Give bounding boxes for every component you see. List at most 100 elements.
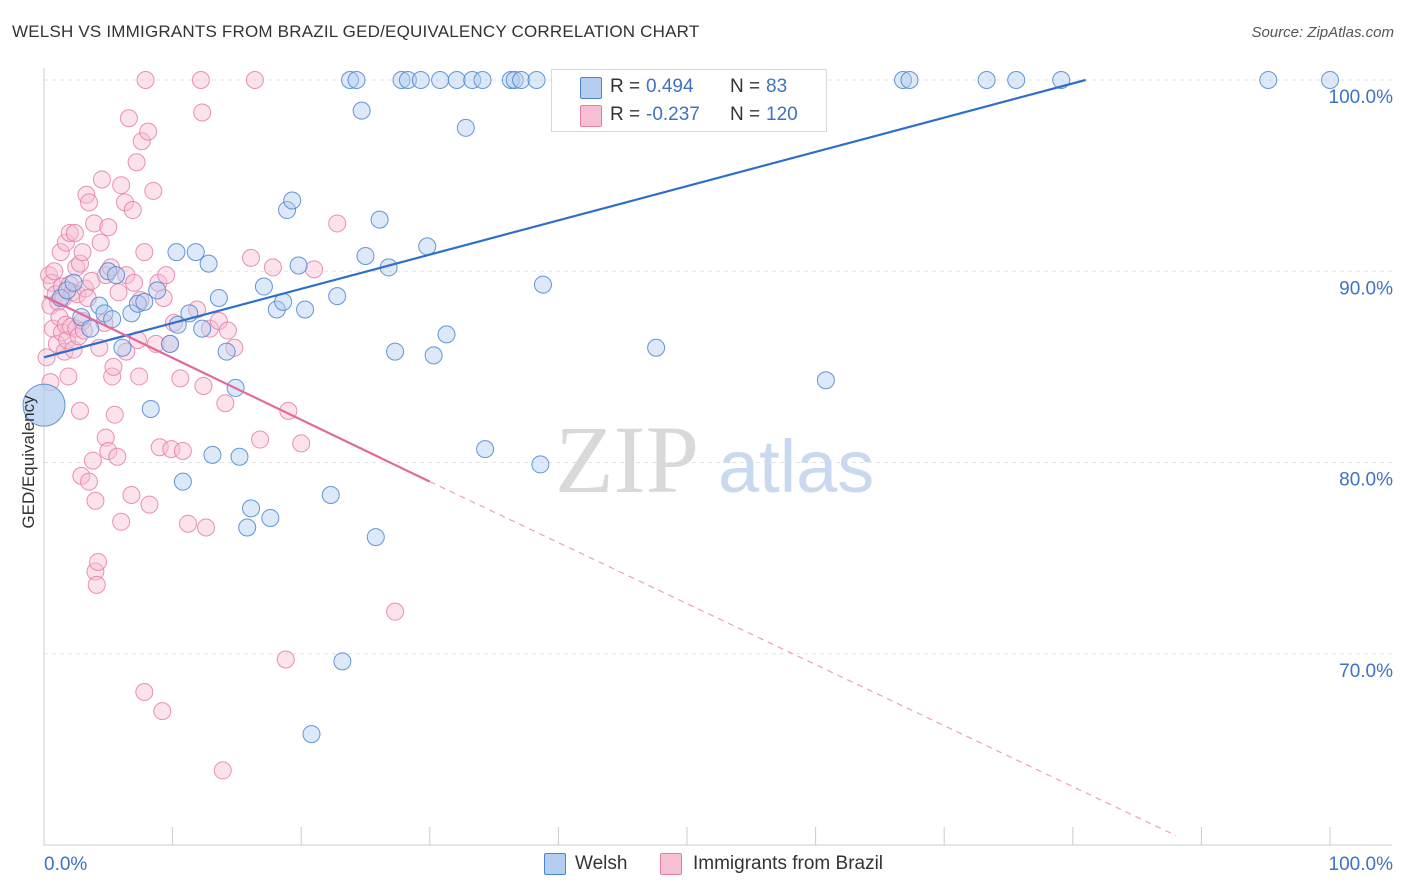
welsh-point xyxy=(501,71,520,89)
brazil-point xyxy=(51,243,70,262)
brazil-point xyxy=(209,311,228,330)
gridlines xyxy=(44,79,1392,655)
welsh-point xyxy=(411,71,430,89)
welsh-point xyxy=(161,334,180,353)
welsh-point xyxy=(203,445,222,464)
brazil-point xyxy=(386,602,405,621)
legend-row-brazil: R = -0.237 N = 120 xyxy=(552,101,826,129)
brazil-point xyxy=(47,334,66,353)
brazil-point xyxy=(276,650,295,669)
brazil-r-value: -0.237 xyxy=(646,104,700,125)
welsh-point xyxy=(527,71,546,89)
welsh-point xyxy=(254,277,273,296)
x-tick-label-min: 0.0% xyxy=(44,854,87,875)
welsh-point xyxy=(113,338,132,357)
brazil-point xyxy=(59,367,78,386)
welsh-point xyxy=(463,71,482,89)
chart-title: WELSH VS IMMIGRANTS FROM BRAZIL GED/EQUI… xyxy=(12,22,700,41)
watermark-zip: ZIP xyxy=(555,406,699,513)
welsh-legend-swatch xyxy=(544,853,566,875)
welsh-point xyxy=(424,346,443,365)
brazil-point xyxy=(60,224,79,242)
brazil-point xyxy=(328,214,347,233)
welsh-point xyxy=(366,528,385,547)
brazil-point xyxy=(96,428,115,447)
welsh-n-label: N = xyxy=(730,76,761,97)
brazil-point xyxy=(99,442,118,461)
brazil-point xyxy=(135,243,154,262)
welsh-point xyxy=(456,118,475,137)
watermark-atlas: atlas xyxy=(718,425,874,508)
brazil-point xyxy=(42,273,61,292)
welsh-point xyxy=(533,275,552,294)
brazil-point xyxy=(56,233,75,252)
brazil-point xyxy=(213,761,232,780)
welsh-point xyxy=(347,71,366,89)
brazil-point xyxy=(136,71,155,89)
welsh-point xyxy=(447,71,466,89)
brazil-point xyxy=(50,308,69,327)
brazil-point xyxy=(85,214,104,233)
brazil-point xyxy=(127,153,146,172)
welsh-point xyxy=(356,246,375,265)
welsh-point xyxy=(1007,71,1026,89)
welsh-point xyxy=(141,399,160,418)
welsh-point xyxy=(167,243,186,262)
welsh-point xyxy=(512,71,531,89)
trend-lines xyxy=(43,78,1176,836)
series-legend: Welsh Immigrants from Brazil xyxy=(0,852,1406,878)
brazil-point xyxy=(245,71,264,89)
welsh-point xyxy=(894,71,913,89)
correlation-legend: R = 0.494 N = 83 R = -0.237 N = 120 xyxy=(551,69,827,132)
brazil-point xyxy=(108,447,127,466)
brazil-point xyxy=(123,201,142,220)
welsh-point xyxy=(148,281,167,300)
y-tick-label: 70.0% xyxy=(1339,661,1393,682)
brazil-n-value: 120 xyxy=(766,104,798,125)
brazil-point xyxy=(153,702,172,721)
welsh-point xyxy=(437,325,456,344)
welsh-point xyxy=(122,304,141,323)
welsh-point xyxy=(296,300,315,319)
brazil-point xyxy=(135,683,154,701)
brazil-point xyxy=(86,491,105,510)
brazil-point xyxy=(89,552,108,571)
y-tick-label: 90.0% xyxy=(1339,278,1393,299)
brazil-point xyxy=(130,367,149,386)
brazil-legend-swatch xyxy=(660,853,682,875)
brazil-point xyxy=(171,369,190,388)
welsh-point xyxy=(398,71,417,89)
brazil-point xyxy=(99,218,118,237)
welsh-point xyxy=(128,294,147,313)
welsh-point xyxy=(977,71,996,89)
welsh-point xyxy=(531,455,550,474)
y-tick-label: 80.0% xyxy=(1339,470,1393,491)
brazil-point xyxy=(105,405,124,424)
brazil-point xyxy=(125,273,144,292)
welsh-point xyxy=(302,725,321,744)
brazil-point xyxy=(292,434,311,453)
brazil-point xyxy=(191,71,210,89)
welsh-point xyxy=(476,440,495,459)
welsh-point xyxy=(107,266,126,285)
brazil-point xyxy=(103,367,122,386)
welsh-point xyxy=(1321,71,1339,89)
welsh-point xyxy=(22,383,66,427)
source-label: Source: ZipAtlas.com xyxy=(1251,24,1394,41)
brazil-point xyxy=(305,260,324,279)
brazil-point xyxy=(104,357,123,376)
brazil-point xyxy=(119,109,138,128)
brazil-point xyxy=(139,122,158,141)
welsh-point xyxy=(418,237,437,256)
welsh-point xyxy=(816,371,835,390)
brazil-point xyxy=(132,132,151,151)
welsh-swatch xyxy=(580,77,602,99)
brazil-trend-extension xyxy=(429,481,1176,836)
brazil-point xyxy=(74,321,93,340)
brazil-point xyxy=(216,394,235,413)
y-axis-title: GED/Equivalency xyxy=(19,395,38,529)
welsh-point xyxy=(135,292,154,311)
welsh-point xyxy=(505,71,524,89)
brazil-point xyxy=(140,495,159,514)
